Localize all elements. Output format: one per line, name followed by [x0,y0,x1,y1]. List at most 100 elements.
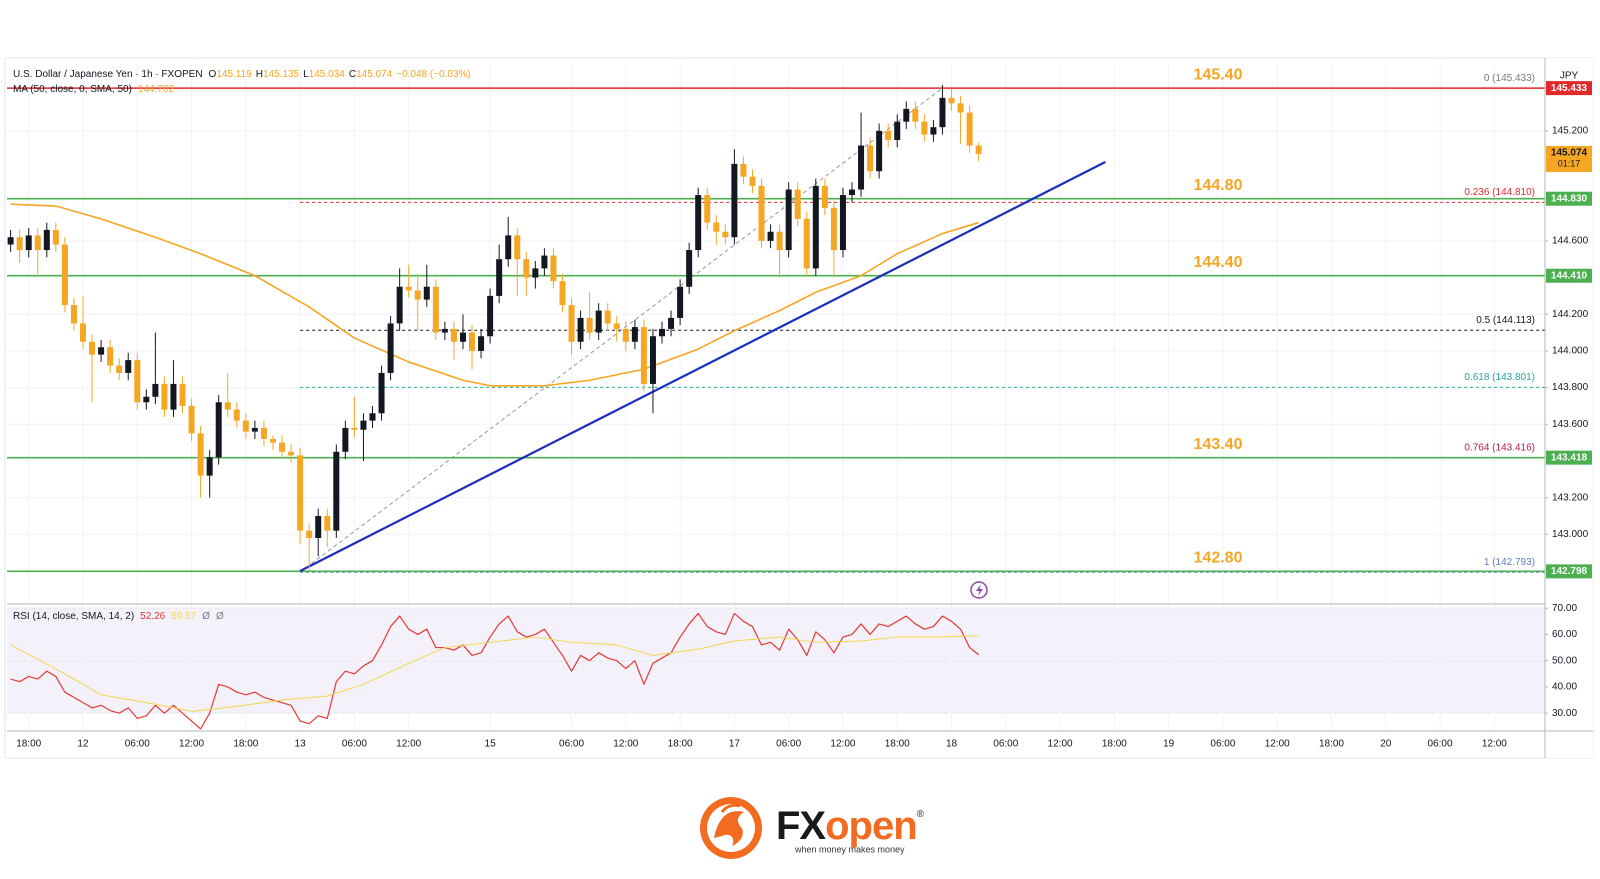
candle-body [432,286,439,333]
price-axis [1545,58,1593,758]
candle-body [405,286,412,291]
candle-body [966,112,973,146]
x-tick-label: 18:00 [233,739,258,750]
candle-body [659,328,666,337]
candle-body [749,176,756,186]
candle-body [496,259,503,296]
legend-rsi-label: RSI (14, close, SMA, 14, 2) [13,611,134,622]
fib-level-label: 0.618 (143.801) [1464,372,1535,383]
legend-rsi-value: 52.26 [140,611,165,622]
candle-body [251,427,258,432]
candle-body [170,383,177,410]
candle-body [776,231,783,251]
candle-body [450,328,457,342]
x-tick-label: 12:00 [830,739,855,750]
candle-body [269,438,276,443]
candle-body [668,317,675,329]
candle-body [134,360,141,403]
level-note: 143.40 [1194,436,1243,453]
candle-body [333,451,340,531]
fib-level-label: 0.5 (144.113) [1476,315,1535,326]
x-tick-label: 12:00 [613,739,638,750]
candle-body [523,259,530,278]
candle-body [152,383,159,397]
x-tick-label: 12:00 [396,739,421,750]
x-tick-label: 13 [295,739,307,750]
candle-body [43,229,50,251]
candle-body [767,231,774,241]
candle-body [98,347,105,355]
candle-body [52,229,59,245]
candle-body [233,409,240,421]
candle-body [939,97,946,128]
legend-rsi-flag: Ø [202,611,210,622]
candle-body [640,327,647,384]
candle-body [324,515,331,531]
candle-body [586,317,593,333]
y-tick-label: 143.000 [1552,529,1589,540]
candle-body [722,231,729,238]
candle-body [242,420,249,432]
logo-open: open [825,804,917,848]
candle-body [858,145,865,190]
fib-level-label: 0.236 (144.810) [1464,187,1535,198]
x-tick-label: 20 [1380,739,1392,750]
last-price-countdown: 01:17 [1558,158,1581,168]
level-note: 144.80 [1194,177,1243,194]
y-tick-label: 144.600 [1552,236,1589,247]
legend-line: MA (50, close, 0, SMA, 50) 144.702 [13,84,175,95]
price-box-label: 142.798 [1551,566,1588,577]
candle-body [839,195,846,251]
x-tick-label: 18:00 [1102,739,1127,750]
candle-body [306,530,313,538]
candle-body [7,237,14,245]
x-tick-label: 06:00 [559,739,584,750]
x-tick-label: 06:00 [1428,739,1453,750]
price-box [1546,564,1592,579]
candle-body [197,433,204,476]
candle-body [758,185,765,241]
candle-body [224,402,231,410]
candle-body [794,189,801,219]
logo-fx: FX [776,804,826,848]
candle-body [459,332,466,342]
candle-body [107,347,114,366]
price-box-label: 144.830 [1551,193,1588,204]
legend-value: 145.135 [263,69,300,80]
fib-level-label: 1 (142.793) [1484,557,1535,568]
candle-body [930,127,937,135]
y-tick-label: 50.00 [1552,655,1577,666]
trend-line [299,161,1106,572]
candle-body [215,402,222,458]
rsi-line [10,635,979,712]
legend-rsi-value: 59.57 [171,611,196,622]
candle-body [848,189,855,196]
price-box [1546,81,1592,96]
legend-change: −0.048 (−0.03%) [396,69,471,80]
candle-body [89,341,96,355]
candle-body [559,281,566,306]
candle-body [532,268,539,278]
y-tick-label: 145.200 [1552,125,1589,136]
y-tick-label: 30.00 [1552,708,1577,719]
logo-registered: ® [917,809,925,820]
candle-body [16,237,23,251]
candle-body [70,305,77,324]
price-box-label: 143.418 [1551,452,1588,463]
x-tick-label: 06:00 [776,739,801,750]
alert-icon [970,581,988,599]
y-tick-label: 143.200 [1552,492,1589,503]
x-tick-label: 12:00 [1048,739,1073,750]
y-tick-label: 143.600 [1552,419,1589,430]
candle-body [360,420,367,430]
candle-body [469,332,476,351]
logo-wordmark: FXopen® [776,804,925,848]
x-tick-label: 18:00 [1319,739,1344,750]
candle-body [351,427,358,430]
candle-body [125,360,132,373]
x-tick-label: 18:00 [16,739,41,750]
legend-key: C [349,69,356,80]
moving-average [10,203,979,387]
candle-body [441,328,448,333]
